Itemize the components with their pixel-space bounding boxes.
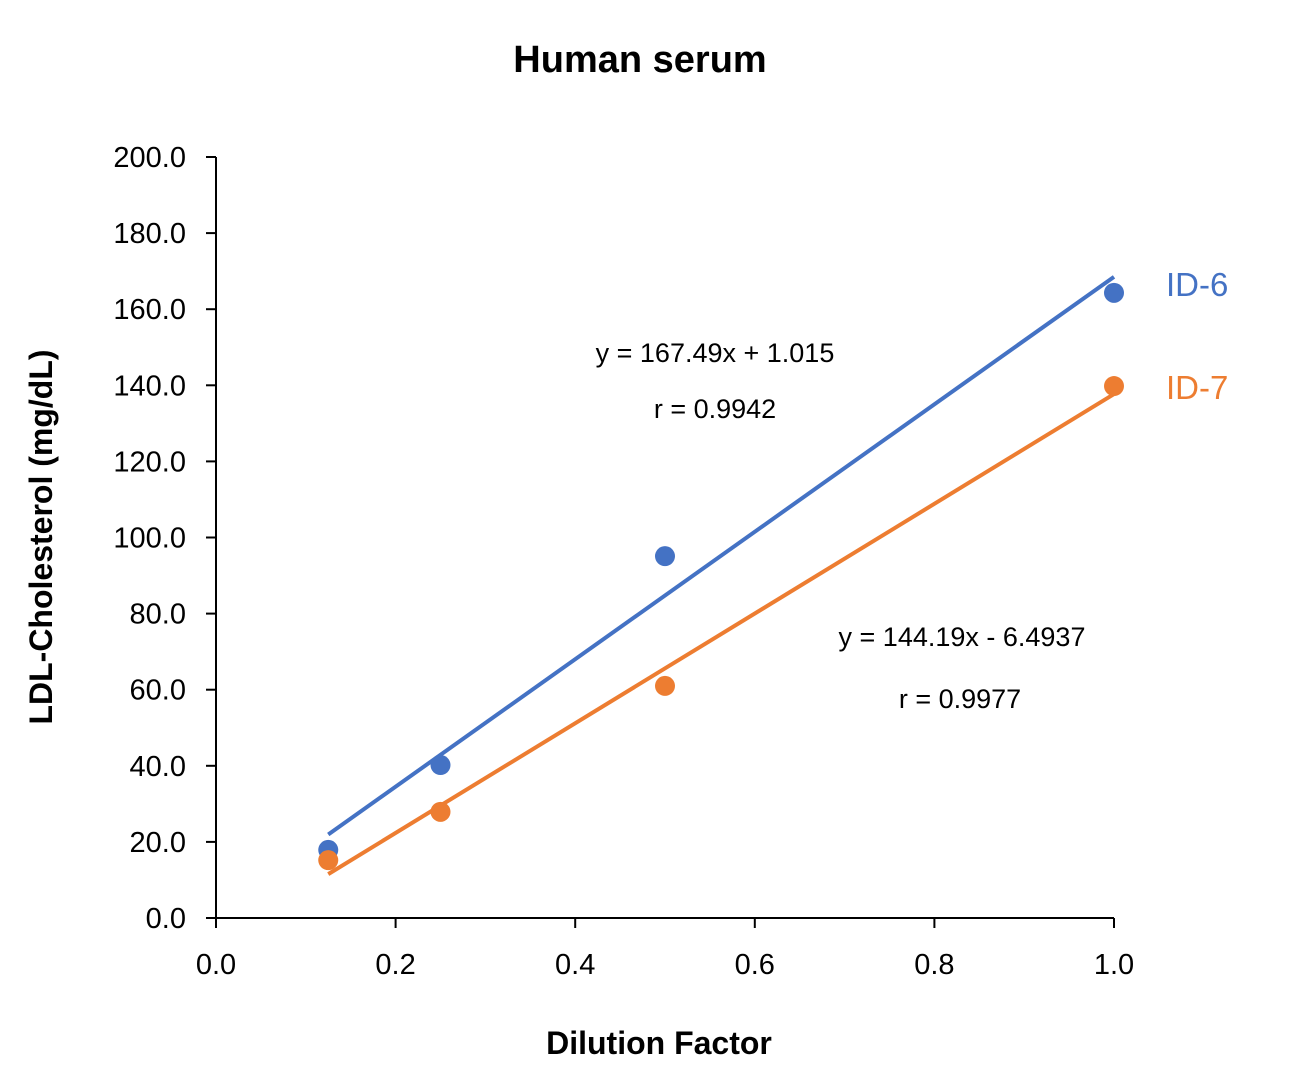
y-tick-label: 40.0 [130, 751, 186, 783]
annotations: y = 167.49x + 1.015 r = 0.9942 y = 144.1… [596, 266, 1229, 714]
x-tick-label: 1.0 [1094, 949, 1134, 981]
equation-id7: y = 144.19x - 6.4937 [839, 622, 1086, 652]
y-tick-label: 140.0 [113, 370, 186, 402]
data-point-id-7 [318, 850, 339, 871]
y-tick-label: 200.0 [113, 142, 186, 174]
data-point-id-6 [1104, 282, 1124, 303]
trendline-id-7 [327, 392, 1116, 876]
y-tick-label: 20.0 [130, 827, 186, 859]
y-axis-label: LDL-Cholesterol (mg/dL) [23, 349, 59, 724]
y-tick-label: 100.0 [113, 523, 186, 555]
x-axis-label: Dilution Factor [546, 1025, 772, 1061]
chart-title: Human serum [513, 39, 766, 81]
y-tick-label: 80.0 [130, 599, 186, 631]
legend-label-id6: ID-6 [1166, 266, 1228, 303]
x-tick-label: 0.2 [375, 949, 415, 981]
y-tick-label: 0.0 [146, 903, 186, 935]
trendline-id-6 [327, 275, 1116, 837]
y-tick-label: 160.0 [113, 294, 186, 326]
data-point-id-7 [655, 675, 675, 696]
data-point-id-6 [655, 546, 675, 567]
x-tick-label: 0.8 [914, 949, 954, 981]
y-tick-label: 120.0 [113, 446, 186, 478]
x-tick-label: 0.0 [196, 949, 236, 981]
data-point-id-6 [430, 755, 451, 776]
y-tick-label: 180.0 [113, 218, 186, 250]
r-value-id7: r = 0.9977 [899, 684, 1021, 714]
axes: 0.0 20.0 40.0 60.0 80.0 100.0 120.0 140.0 160.0 1… [113, 142, 1134, 981]
y-tick-label: 60.0 [130, 675, 186, 707]
x-tick-label: 0.4 [555, 949, 595, 981]
data-point-id-7 [430, 801, 451, 822]
x-tick-label: 0.6 [735, 949, 775, 981]
plot-area [318, 275, 1124, 876]
legend-label-id7: ID-7 [1166, 369, 1228, 406]
equation-id6: y = 167.49x + 1.015 [596, 338, 835, 368]
r-value-id6: r = 0.9942 [654, 394, 776, 424]
data-point-id-7 [1104, 376, 1124, 397]
